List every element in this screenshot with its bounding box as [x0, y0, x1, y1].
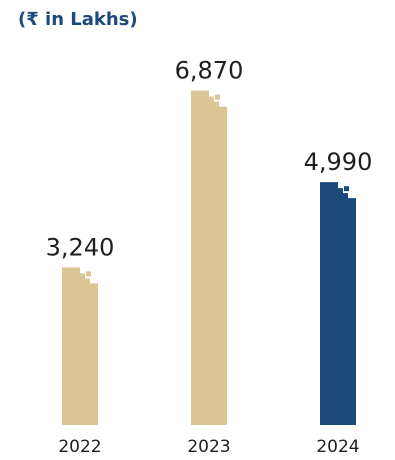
bar-2022 — [62, 267, 98, 425]
x-tick-label-2023: 2023 — [187, 437, 230, 457]
x-tick-labels-group: 2022 2023 2024 — [58, 437, 359, 457]
value-labels-group: 3,240 6,870 4,990 — [46, 57, 373, 262]
bars-group — [62, 90, 356, 425]
value-label-2022: 3,240 — [46, 233, 115, 261]
bar-2024 — [320, 182, 356, 425]
unit-label: (₹ in Lakhs) — [18, 9, 138, 30]
bar-accent-2022 — [86, 271, 91, 277]
value-label-2023: 6,870 — [175, 57, 244, 85]
x-tick-label-2022: 2022 — [58, 437, 101, 457]
bar-2023 — [191, 90, 227, 425]
value-label-2024: 4,990 — [304, 148, 373, 176]
x-tick-label-2024: 2024 — [316, 437, 359, 457]
bar-accent-2023 — [215, 94, 220, 100]
bar-accent-2024 — [344, 186, 349, 192]
